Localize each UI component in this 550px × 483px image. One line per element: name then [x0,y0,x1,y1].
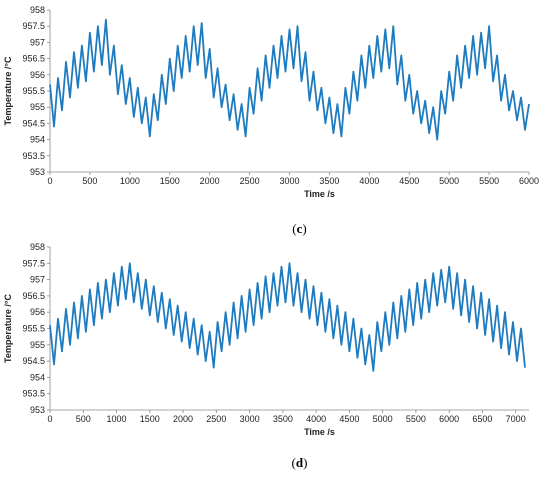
x-tick-label: 1500 [160,176,180,186]
x-tick-label: 0 [47,176,52,186]
x-tick-label: 4500 [399,176,419,186]
y-tick-label: 956.5 [22,291,45,301]
y-tick-label: 957.5 [22,21,45,31]
x-tick-label: 2000 [173,414,193,424]
y-axis-title: Temperature /°C [3,294,13,363]
series-line [49,18,530,141]
x-tick-label: 5000 [439,176,459,186]
x-tick-label: 0 [47,414,52,424]
panel-label: (d) [292,455,308,470]
y-tick-label: 955.5 [22,86,45,96]
x-tick-label: 2000 [200,176,220,186]
x-tick-label: 5500 [479,176,499,186]
y-tick-label: 956 [30,70,45,80]
x-tick-label: 500 [82,176,97,186]
y-tick-label: 956 [30,307,45,317]
x-tick-label: 6500 [472,414,492,424]
y-tick-label: 953 [30,167,45,177]
x-tick-label: 6000 [519,176,539,186]
x-tick-label: 4000 [359,176,379,186]
x-tick-label: 7000 [506,414,526,424]
y-tick-label: 953.5 [22,389,45,399]
x-tick-label: 3000 [279,176,299,186]
y-tick-label: 954.5 [22,356,45,366]
y-tick-label: 957 [30,275,45,285]
x-tick-label: 3500 [319,176,339,186]
x-tick-label: 4000 [306,414,326,424]
y-tick-label: 955.5 [22,324,45,334]
y-tick-label: 954 [30,372,45,382]
x-tick-label: 500 [76,414,91,424]
x-axis-title: Time /s [304,427,335,437]
x-tick-label: 1500 [140,414,160,424]
series-line [49,262,526,372]
chart-panel-c: 953 953.5 954 954.5 955 955.5 956 956.5 957 957.5… [3,5,539,236]
x-tick-label: 1000 [107,414,127,424]
y-tick-label: 955 [30,340,45,350]
x-tick-label: 3500 [273,414,293,424]
y-tick-label: 954 [30,135,45,145]
x-tick-label: 5500 [406,414,426,424]
y-tick-label: 957 [30,37,45,47]
x-tick-label: 3000 [240,414,260,424]
y-axis-title: Temperature /°C [3,56,13,125]
y-tick-label: 955 [30,102,45,112]
y-tick-label: 953 [30,405,45,415]
y-tick-label: 957.5 [22,258,45,268]
y-tick-label: 958 [30,242,45,252]
y-tick-label: 954.5 [22,118,45,128]
x-tick-label: 2500 [206,414,226,424]
y-tick-label: 958 [30,5,45,15]
x-axis-title: Time /s [304,189,335,199]
panel-label: (c) [292,221,306,236]
x-tick-label: 2500 [240,176,260,186]
y-tick-label: 956.5 [22,54,45,64]
x-tick-label: 4500 [339,414,359,424]
y-tick-label: 953.5 [22,151,45,161]
x-tick-label: 1000 [120,176,140,186]
x-tick-label: 6000 [439,414,459,424]
chart-panel-d: 953 953.5 954 954.5 955 955.5 956 956.5 957 957.5… [3,242,529,470]
x-tick-label: 5000 [373,414,393,424]
